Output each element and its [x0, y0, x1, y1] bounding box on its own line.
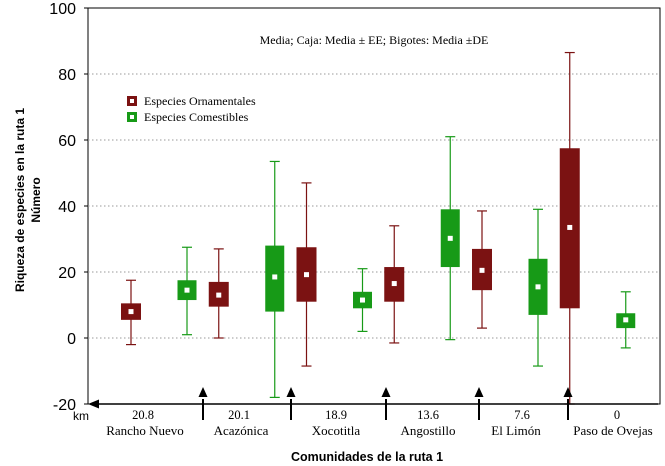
community-label: Xocotitla [312, 423, 361, 438]
legend-label-comestibles: Especies Comestibles [144, 110, 249, 124]
y-tick-label: 0 [67, 331, 76, 348]
x-axis-title: Comunidades de la ruta 1 [291, 450, 443, 464]
separator-arrow [381, 387, 391, 420]
community-label: El Limón [491, 423, 541, 438]
community-label: Paso de Ovejas [573, 423, 652, 438]
box-comestibles-3 [440, 136, 460, 341]
legend-label-ornamentales: Especies Ornamentales [144, 94, 256, 108]
separator-arrow [286, 387, 296, 420]
mean-marker [535, 284, 541, 290]
mean-marker [304, 272, 309, 278]
chart-note: Media; Caja: Media ± EE; Bigotes: Media … [260, 33, 489, 47]
community-label: Rancho Nuevo [106, 423, 184, 438]
box-ornamentales-5 [559, 51, 580, 405]
y-axis-title: Riqueza de especies en la ruta 1 [13, 108, 27, 292]
mean-marker [272, 274, 278, 280]
y-tick-label: 80 [58, 67, 76, 84]
box-ornamentales-2 [296, 182, 317, 367]
mean-marker [216, 292, 222, 298]
y-tick-label: 100 [49, 1, 76, 18]
km-value: 20.1 [228, 408, 250, 422]
box-comestibles-2 [353, 268, 372, 332]
mean-marker [128, 309, 134, 315]
km-value: 0 [614, 408, 620, 422]
box-comestibles-1 [265, 160, 285, 398]
mean-marker [623, 317, 629, 323]
mean-marker [567, 224, 573, 230]
box-comestibles-5 [616, 291, 636, 349]
km-value: 7.6 [514, 408, 530, 422]
y-tick-label: 20 [58, 265, 76, 282]
community-label: Acazónica [214, 423, 269, 438]
y-tick-label: 40 [58, 199, 76, 216]
community-label: Angostillo [401, 423, 456, 438]
box-ornamentales-0 [121, 279, 141, 346]
km-scale: km [73, 399, 658, 423]
mean-marker [184, 287, 190, 293]
mean-marker [479, 267, 485, 273]
legend: Especies Ornamentales Especies Comestibl… [127, 94, 256, 124]
km-value: 20.8 [132, 408, 154, 422]
separator-arrow [563, 387, 573, 420]
box-ornamentales-1 [208, 248, 229, 339]
boxes [121, 51, 636, 405]
y-tick-label: 60 [58, 133, 76, 150]
separator-arrow [198, 387, 208, 420]
km-value: 18.9 [325, 408, 347, 422]
box-comestibles-4 [528, 208, 548, 367]
km-value: 13.6 [417, 408, 439, 422]
mean-marker [391, 281, 397, 287]
box-ornamentales-3 [384, 225, 405, 344]
y-axis-subtitle: Número [29, 177, 43, 222]
box-comestibles-0 [177, 246, 197, 336]
km-label: km [73, 409, 89, 423]
box-ornamentales-4 [472, 210, 492, 329]
separator-arrow [474, 387, 484, 420]
y-axis: -20 0 20 40 60 80 100 [49, 1, 88, 414]
y-tick-label: -20 [53, 397, 76, 414]
mean-marker [447, 235, 453, 241]
mean-marker [360, 297, 365, 303]
